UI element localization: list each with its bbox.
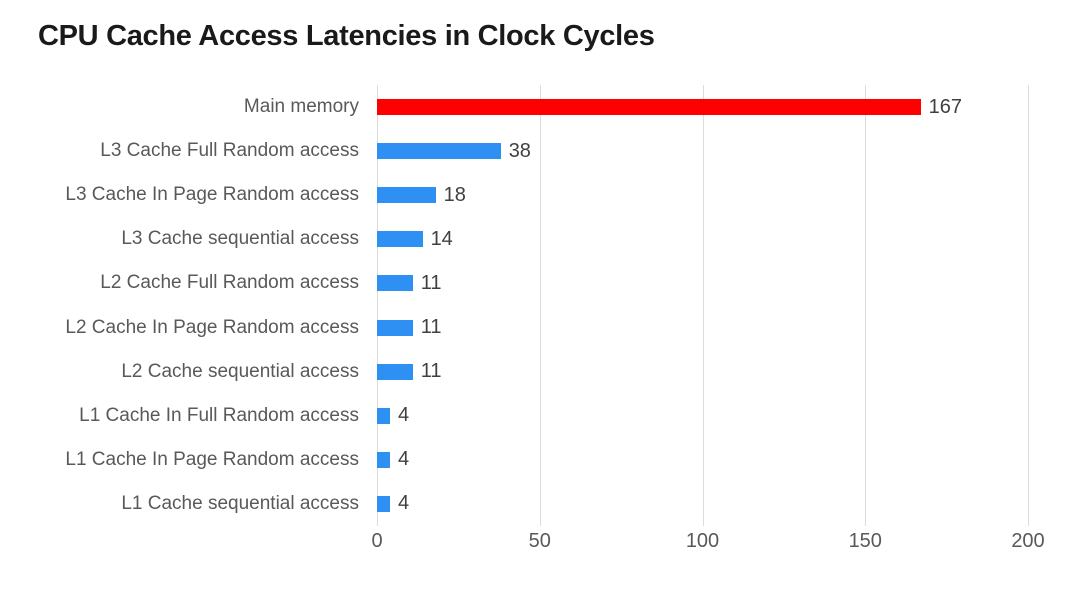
bar-track: 18 xyxy=(377,173,1080,217)
gridline xyxy=(539,85,541,526)
bar-track: 4 xyxy=(377,394,1080,438)
category-label: L2 Cache Full Random access xyxy=(100,272,359,294)
bar xyxy=(377,495,391,512)
x-tick-label: 200 xyxy=(1011,530,1045,552)
chart-row: L1 Cache sequential access 4 xyxy=(0,482,1080,526)
bar-track: 11 xyxy=(377,350,1080,394)
value-label: 4 xyxy=(398,404,410,427)
value-label: 167 xyxy=(928,95,962,118)
bar xyxy=(377,363,413,380)
gridline xyxy=(1028,85,1029,526)
category-label: L2 Cache sequential access xyxy=(121,360,359,382)
gridline xyxy=(702,85,704,526)
chart-row: L1 Cache In Full Random access 4 xyxy=(0,394,1080,438)
gridline xyxy=(377,85,378,526)
bar xyxy=(377,99,921,116)
bar-track: 14 xyxy=(377,217,1080,261)
value-label: 4 xyxy=(398,492,410,515)
bar xyxy=(377,451,391,468)
bar xyxy=(377,407,391,424)
bar-track: 167 xyxy=(377,85,1080,129)
value-label: 4 xyxy=(398,448,410,471)
bar xyxy=(377,143,501,160)
value-label: 14 xyxy=(430,227,453,250)
rows: Main memory 167 L3 Cache Full Random acces… xyxy=(0,85,1080,526)
x-axis: 0 50 100 150 200 xyxy=(0,530,1080,560)
gridline xyxy=(865,85,867,526)
value-label: 11 xyxy=(420,360,442,383)
bar xyxy=(377,319,413,336)
chart-row: L1 Cache In Page Random access 4 xyxy=(0,438,1080,482)
chart-row: L2 Cache Full Random access 11 xyxy=(0,261,1080,305)
category-label: L2 Cache In Page Random access xyxy=(65,316,359,338)
bar xyxy=(377,187,436,204)
bar xyxy=(377,231,423,248)
category-label: Main memory xyxy=(243,96,359,118)
x-tick-label: 50 xyxy=(528,530,551,552)
bar-track: 11 xyxy=(377,305,1080,349)
bar xyxy=(377,275,413,292)
category-label: L1 Cache sequential access xyxy=(121,492,359,514)
chart-row: L3 Cache Full Random access 38 xyxy=(0,129,1080,173)
chart-title: CPU Cache Access Latencies in Clock Cycl… xyxy=(38,20,655,52)
chart-row: L3 Cache sequential access 14 xyxy=(0,217,1080,261)
value-label: 11 xyxy=(420,271,442,294)
bar-track: 38 xyxy=(377,129,1080,173)
category-label: L1 Cache In Full Random access xyxy=(79,404,359,426)
bar-track: 11 xyxy=(377,261,1080,305)
value-label: 11 xyxy=(420,316,442,339)
bar-track: 4 xyxy=(377,438,1080,482)
value-label: 18 xyxy=(443,183,466,206)
chart-row: L2 Cache sequential access 11 xyxy=(0,350,1080,394)
x-tick-label: 0 xyxy=(371,530,383,552)
category-label: L3 Cache Full Random access xyxy=(100,140,359,162)
category-label: L3 Cache sequential access xyxy=(121,228,359,250)
value-label: 38 xyxy=(508,139,531,162)
chart-row: L3 Cache In Page Random access 18 xyxy=(0,173,1080,217)
x-tick-label: 100 xyxy=(685,530,720,552)
category-label: L3 Cache In Page Random access xyxy=(65,184,359,206)
x-tick-label: 150 xyxy=(848,530,882,552)
plot-gridlines xyxy=(0,85,1080,526)
chart-row: Main memory 167 xyxy=(0,85,1080,129)
category-label: L1 Cache In Page Random access xyxy=(65,448,359,470)
bar-track: 4 xyxy=(377,482,1080,526)
chart-row: L2 Cache In Page Random access 11 xyxy=(0,305,1080,349)
